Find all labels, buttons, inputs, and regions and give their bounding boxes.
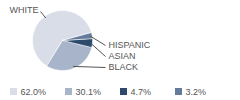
svg-text:ASIAN: ASIAN [109,51,136,61]
svg-text:4.7%: 4.7% [131,87,152,97]
svg-text:HISPANIC: HISPANIC [109,40,151,50]
svg-text:3.2%: 3.2% [186,87,207,97]
svg-text:BLACK: BLACK [109,62,139,72]
svg-text:30.1%: 30.1% [76,87,102,97]
svg-text:62.0%: 62.0% [21,87,47,97]
svg-text:WHITE: WHITE [10,5,39,15]
